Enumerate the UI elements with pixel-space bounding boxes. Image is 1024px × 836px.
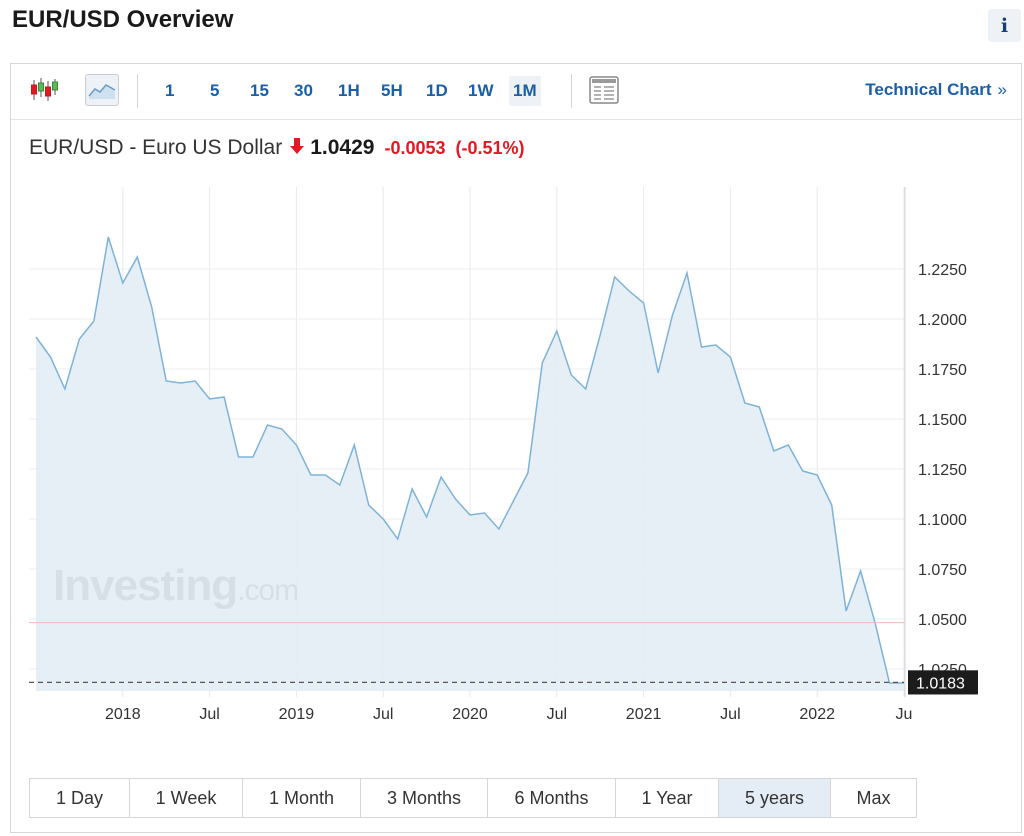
area-chart-icon[interactable] (85, 74, 119, 106)
range-1-week[interactable]: 1 Week (130, 779, 243, 817)
y-tick-label: 1.1250 (918, 462, 967, 479)
range-5-years[interactable]: 5 years (719, 779, 831, 817)
y-tick-label: 1.1000 (918, 512, 967, 529)
toolbar-divider (137, 74, 138, 108)
quote-header: EUR/USD - Euro US Dollar 1.0429 -0.0053 … (29, 136, 525, 160)
chevron-right-icon: » (997, 80, 1007, 99)
interval-15[interactable]: 15 (250, 81, 269, 100)
range-selector: 1 Day 1 Week 1 Month 3 Months 6 Months 1… (29, 778, 917, 818)
candlestick-icon[interactable] (27, 74, 61, 106)
y-tick-label: 1.1500 (918, 412, 967, 429)
interval-1[interactable]: 1 (165, 81, 175, 100)
info-icon[interactable]: i (988, 9, 1021, 42)
interval-1w[interactable]: 1W (468, 81, 494, 100)
range-1-month[interactable]: 1 Month (243, 779, 361, 817)
interval-1h[interactable]: 1H (338, 81, 360, 100)
y-tick-label: 1.1750 (918, 362, 967, 379)
interval-30[interactable]: 30 (294, 81, 313, 100)
range-max[interactable]: Max (856, 787, 891, 808)
interval-5[interactable]: 5 (210, 81, 220, 100)
x-tick-label: 2022 (799, 706, 835, 723)
data-table-icon[interactable] (587, 74, 621, 106)
x-tick-label: Jul (720, 706, 740, 723)
price-change-percent: (-0.51%) (455, 137, 525, 158)
range-1-year[interactable]: 1 Year (616, 779, 719, 817)
y-tick-label: 1.2000 (918, 312, 967, 329)
price-area (36, 237, 904, 691)
x-tick-label: 2019 (279, 706, 315, 723)
interval-5h[interactable]: 5H (381, 81, 403, 100)
x-tick-label: Jul (373, 706, 393, 723)
toolbar-divider (571, 74, 572, 108)
current-value-label: 1.0183 (916, 675, 965, 692)
chart-panel: 1 5 15 30 1H 5H 1D 1W 1M (10, 63, 1022, 833)
x-tick-label: Ju (896, 706, 913, 723)
x-tick-label: Jul (199, 706, 219, 723)
y-tick-label: 1.0750 (918, 562, 967, 579)
technical-chart-label: Technical Chart (865, 80, 992, 99)
range-6-months[interactable]: 6 Months (488, 779, 616, 817)
last-price: 1.0429 (310, 136, 375, 159)
range-1-day[interactable]: 1 Day (30, 779, 130, 817)
y-tick-label: 1.0500 (918, 612, 967, 629)
range-3-months[interactable]: 3 Months (361, 779, 488, 817)
price-chart: Investing.com1.01831.22501.20001.17501.1… (29, 187, 978, 723)
x-tick-label: 2020 (452, 706, 488, 723)
x-tick-label: Jul (547, 706, 567, 723)
page-title: EUR/USD Overview (12, 6, 234, 33)
technical-chart-link[interactable]: Technical Chart » (865, 80, 1007, 100)
interval-1d[interactable]: 1D (426, 81, 448, 100)
current-value-badge (908, 670, 978, 695)
price-change: -0.0053 (384, 137, 446, 158)
chart-toolbar: 1 5 15 30 1H 5H 1D 1W 1M (11, 64, 1021, 120)
y-tick-label: 1.2250 (918, 262, 967, 279)
arrow-down-icon (290, 137, 305, 159)
price-line (35, 236, 904, 684)
instrument-name: EUR/USD - Euro US Dollar (29, 136, 283, 159)
x-tick-label: 2018 (105, 706, 141, 723)
x-tick-label: 2021 (626, 706, 662, 723)
interval-1m[interactable]: 1M (509, 76, 541, 106)
